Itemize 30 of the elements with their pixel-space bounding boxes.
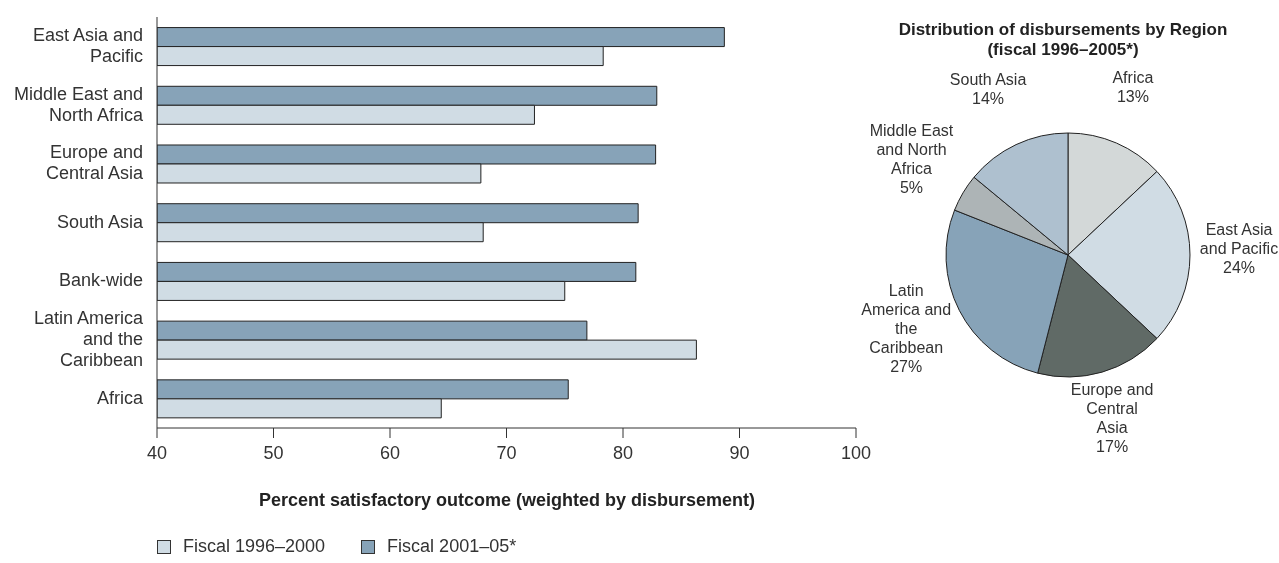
data-label: 24% xyxy=(1222,259,1256,277)
y-tick-label: Latin America and the Caribbean xyxy=(33,307,144,370)
data-label: 14% xyxy=(972,90,1005,108)
x-tick-label: 100 xyxy=(840,442,872,463)
slice-label: Middle East and North Africa xyxy=(869,122,954,178)
x-tick-label: 90 xyxy=(729,442,750,463)
chart-title: Distribution of disbursements by Region (fiscal 1996–2005*) xyxy=(898,20,1228,60)
y-tick-label: East Asia and Pacific xyxy=(32,24,143,66)
data-label: 5% xyxy=(899,179,924,197)
legend-label: Fiscal 2001–05* xyxy=(387,536,517,557)
x-axis-title: Percent satisfactory outcome (weighted by disbursement) xyxy=(257,490,757,511)
legend-label: Fiscal 1996–2000 xyxy=(183,536,326,557)
y-tick-label: Middle East and North Africa xyxy=(13,83,144,125)
x-tick-label: 40 xyxy=(146,442,168,463)
data-label: 13% xyxy=(1116,88,1149,106)
slice-label: South Asia xyxy=(949,71,1027,89)
slice-label: East Asia and Pacific xyxy=(1199,221,1279,258)
slice-label: Africa xyxy=(1112,69,1154,87)
x-tick-label: 70 xyxy=(496,442,517,463)
y-tick-label: Africa xyxy=(96,387,144,408)
y-tick-label: Bank-wide xyxy=(58,269,143,290)
x-tick-label: 60 xyxy=(379,442,401,463)
slice-label: Latin America and the Caribbean xyxy=(861,282,952,357)
x-tick-label: 80 xyxy=(612,442,634,463)
x-tick-label: 50 xyxy=(263,442,284,463)
y-tick-label: Europe and Central Asia xyxy=(45,142,144,184)
data-label: 17% xyxy=(1096,437,1129,455)
slice-label: Europe and Central Asia xyxy=(1070,380,1154,436)
data-label: 27% xyxy=(890,358,923,376)
y-tick-label: South Asia xyxy=(56,211,144,232)
